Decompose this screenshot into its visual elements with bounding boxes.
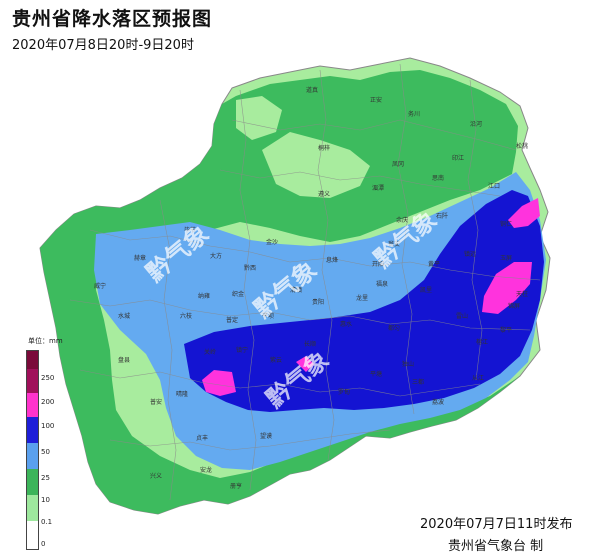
city-label: 湄潭	[372, 184, 384, 192]
legend-color-bar	[26, 350, 39, 550]
legend-swatch-100	[27, 393, 38, 417]
legend-tick: 0	[41, 540, 46, 548]
city-label: 凤冈	[392, 161, 404, 168]
map-subtitle: 2020年07月8日20时-9日20时	[12, 38, 194, 53]
legend: 单位：mm 250 200 100 50 25 10 0.1 0	[6, 336, 66, 550]
city-label: 松桃	[516, 142, 528, 150]
city-label: 毕节	[184, 226, 196, 234]
city-label: 息烽	[326, 256, 338, 264]
city-label: 平坝	[262, 312, 274, 320]
city-labels: 道真 正安 务川 沿河 印江 松桃 桐梓 凤冈 思南 江口 遵义 湄潭 余庆 石…	[94, 86, 528, 490]
city-label: 福泉	[376, 280, 388, 288]
city-label: 道真	[306, 86, 318, 94]
legend-tick: 0.1	[41, 518, 53, 526]
city-label: 大方	[210, 252, 222, 260]
city-label: 赫章	[134, 254, 146, 262]
city-label: 锦屏	[508, 302, 520, 310]
legend-swatch-0.1	[27, 495, 38, 521]
city-label: 龙里	[356, 294, 368, 302]
city-label: 安龙	[200, 466, 212, 474]
city-label: 江口	[488, 183, 500, 190]
city-label: 黎平	[500, 326, 512, 334]
city-label: 从江	[472, 375, 484, 382]
legend-swatch-250	[27, 351, 38, 369]
city-label: 兴义	[150, 472, 162, 480]
city-label: 惠水	[340, 320, 352, 328]
city-label: 桐梓	[318, 144, 330, 152]
city-label: 思南	[432, 174, 444, 182]
city-label: 凯里	[420, 286, 432, 294]
city-label: 荔波	[432, 398, 444, 406]
city-label: 余庆	[396, 216, 408, 224]
city-label: 黔西	[244, 264, 256, 272]
city-label: 遵义	[318, 190, 330, 198]
zone-100-200mm-southwest	[202, 370, 236, 396]
zone-light-green-northwest	[236, 96, 282, 140]
city-label: 镇远	[464, 250, 476, 258]
city-label: 沿河	[470, 120, 482, 128]
city-label: 清镇	[290, 286, 302, 294]
map-title: 贵州省降水落区预报图	[12, 8, 213, 30]
city-label: 瓮安	[388, 240, 400, 248]
city-label: 威宁	[94, 282, 106, 290]
city-label: 罗甸	[338, 388, 350, 396]
city-label: 织金	[232, 290, 244, 298]
city-label: 贞丰	[196, 434, 208, 442]
zone-50-100mm	[184, 190, 544, 412]
city-label: 正安	[370, 96, 382, 104]
legend-tick: 10	[41, 496, 50, 504]
city-label: 务川	[408, 110, 420, 118]
city-label: 印江	[452, 155, 464, 162]
city-label: 铜仁	[500, 220, 512, 228]
city-label: 石阡	[436, 212, 448, 220]
legend-swatch-10	[27, 469, 38, 495]
city-label: 黄平	[428, 260, 440, 268]
zone-10-25mm	[40, 70, 520, 514]
legend-swatch-50	[27, 417, 38, 443]
legend-swatch-200	[27, 369, 38, 393]
city-label: 雷山	[456, 312, 468, 320]
city-label: 三都	[412, 378, 424, 386]
city-label: 开阳	[372, 260, 384, 268]
city-label: 普定	[226, 316, 238, 324]
zone-100-200mm-central	[296, 356, 314, 372]
city-label: 金沙	[266, 238, 278, 246]
city-label: 关岭	[204, 348, 216, 356]
city-label: 册亨	[230, 482, 242, 490]
city-label: 贵阳	[312, 298, 324, 306]
issue-time: 2020年07月7日11时发布	[420, 517, 573, 532]
legend-tick: 25	[41, 474, 50, 482]
city-label: 玉屏	[500, 255, 512, 262]
zone-light-green-north	[262, 132, 370, 198]
county-boundaries	[69, 63, 541, 501]
legend-tick: 50	[41, 448, 50, 456]
legend-unit-label: 单位：mm	[28, 337, 63, 345]
zone-100-200mm-east	[482, 262, 532, 314]
city-label: 镇宁	[236, 346, 248, 354]
city-label: 紫云	[270, 356, 282, 364]
legend-swatch-25	[27, 443, 38, 469]
legend-tick: 100	[41, 422, 55, 430]
legend-swatch-0	[27, 521, 38, 549]
city-label: 水城	[118, 312, 130, 320]
city-label: 望谟	[260, 432, 272, 440]
city-label: 天柱	[516, 290, 528, 298]
city-label: 盘县	[118, 356, 130, 364]
city-label: 长顺	[304, 340, 316, 348]
city-label: 普安	[150, 398, 162, 406]
city-label: 平塘	[370, 370, 382, 378]
city-label: 纳雍	[198, 292, 210, 300]
city-label: 六枝	[180, 312, 192, 320]
city-label: 独山	[402, 360, 414, 368]
city-label: 晴隆	[176, 390, 188, 398]
legend-tick: 200	[41, 398, 55, 406]
issuer: 贵州省气象台 制	[448, 539, 544, 554]
city-label: 都匀	[388, 324, 400, 332]
legend-tick: 250	[41, 374, 55, 382]
city-label: 榕江	[476, 338, 488, 346]
zone-100-200mm-northeast	[508, 198, 540, 228]
